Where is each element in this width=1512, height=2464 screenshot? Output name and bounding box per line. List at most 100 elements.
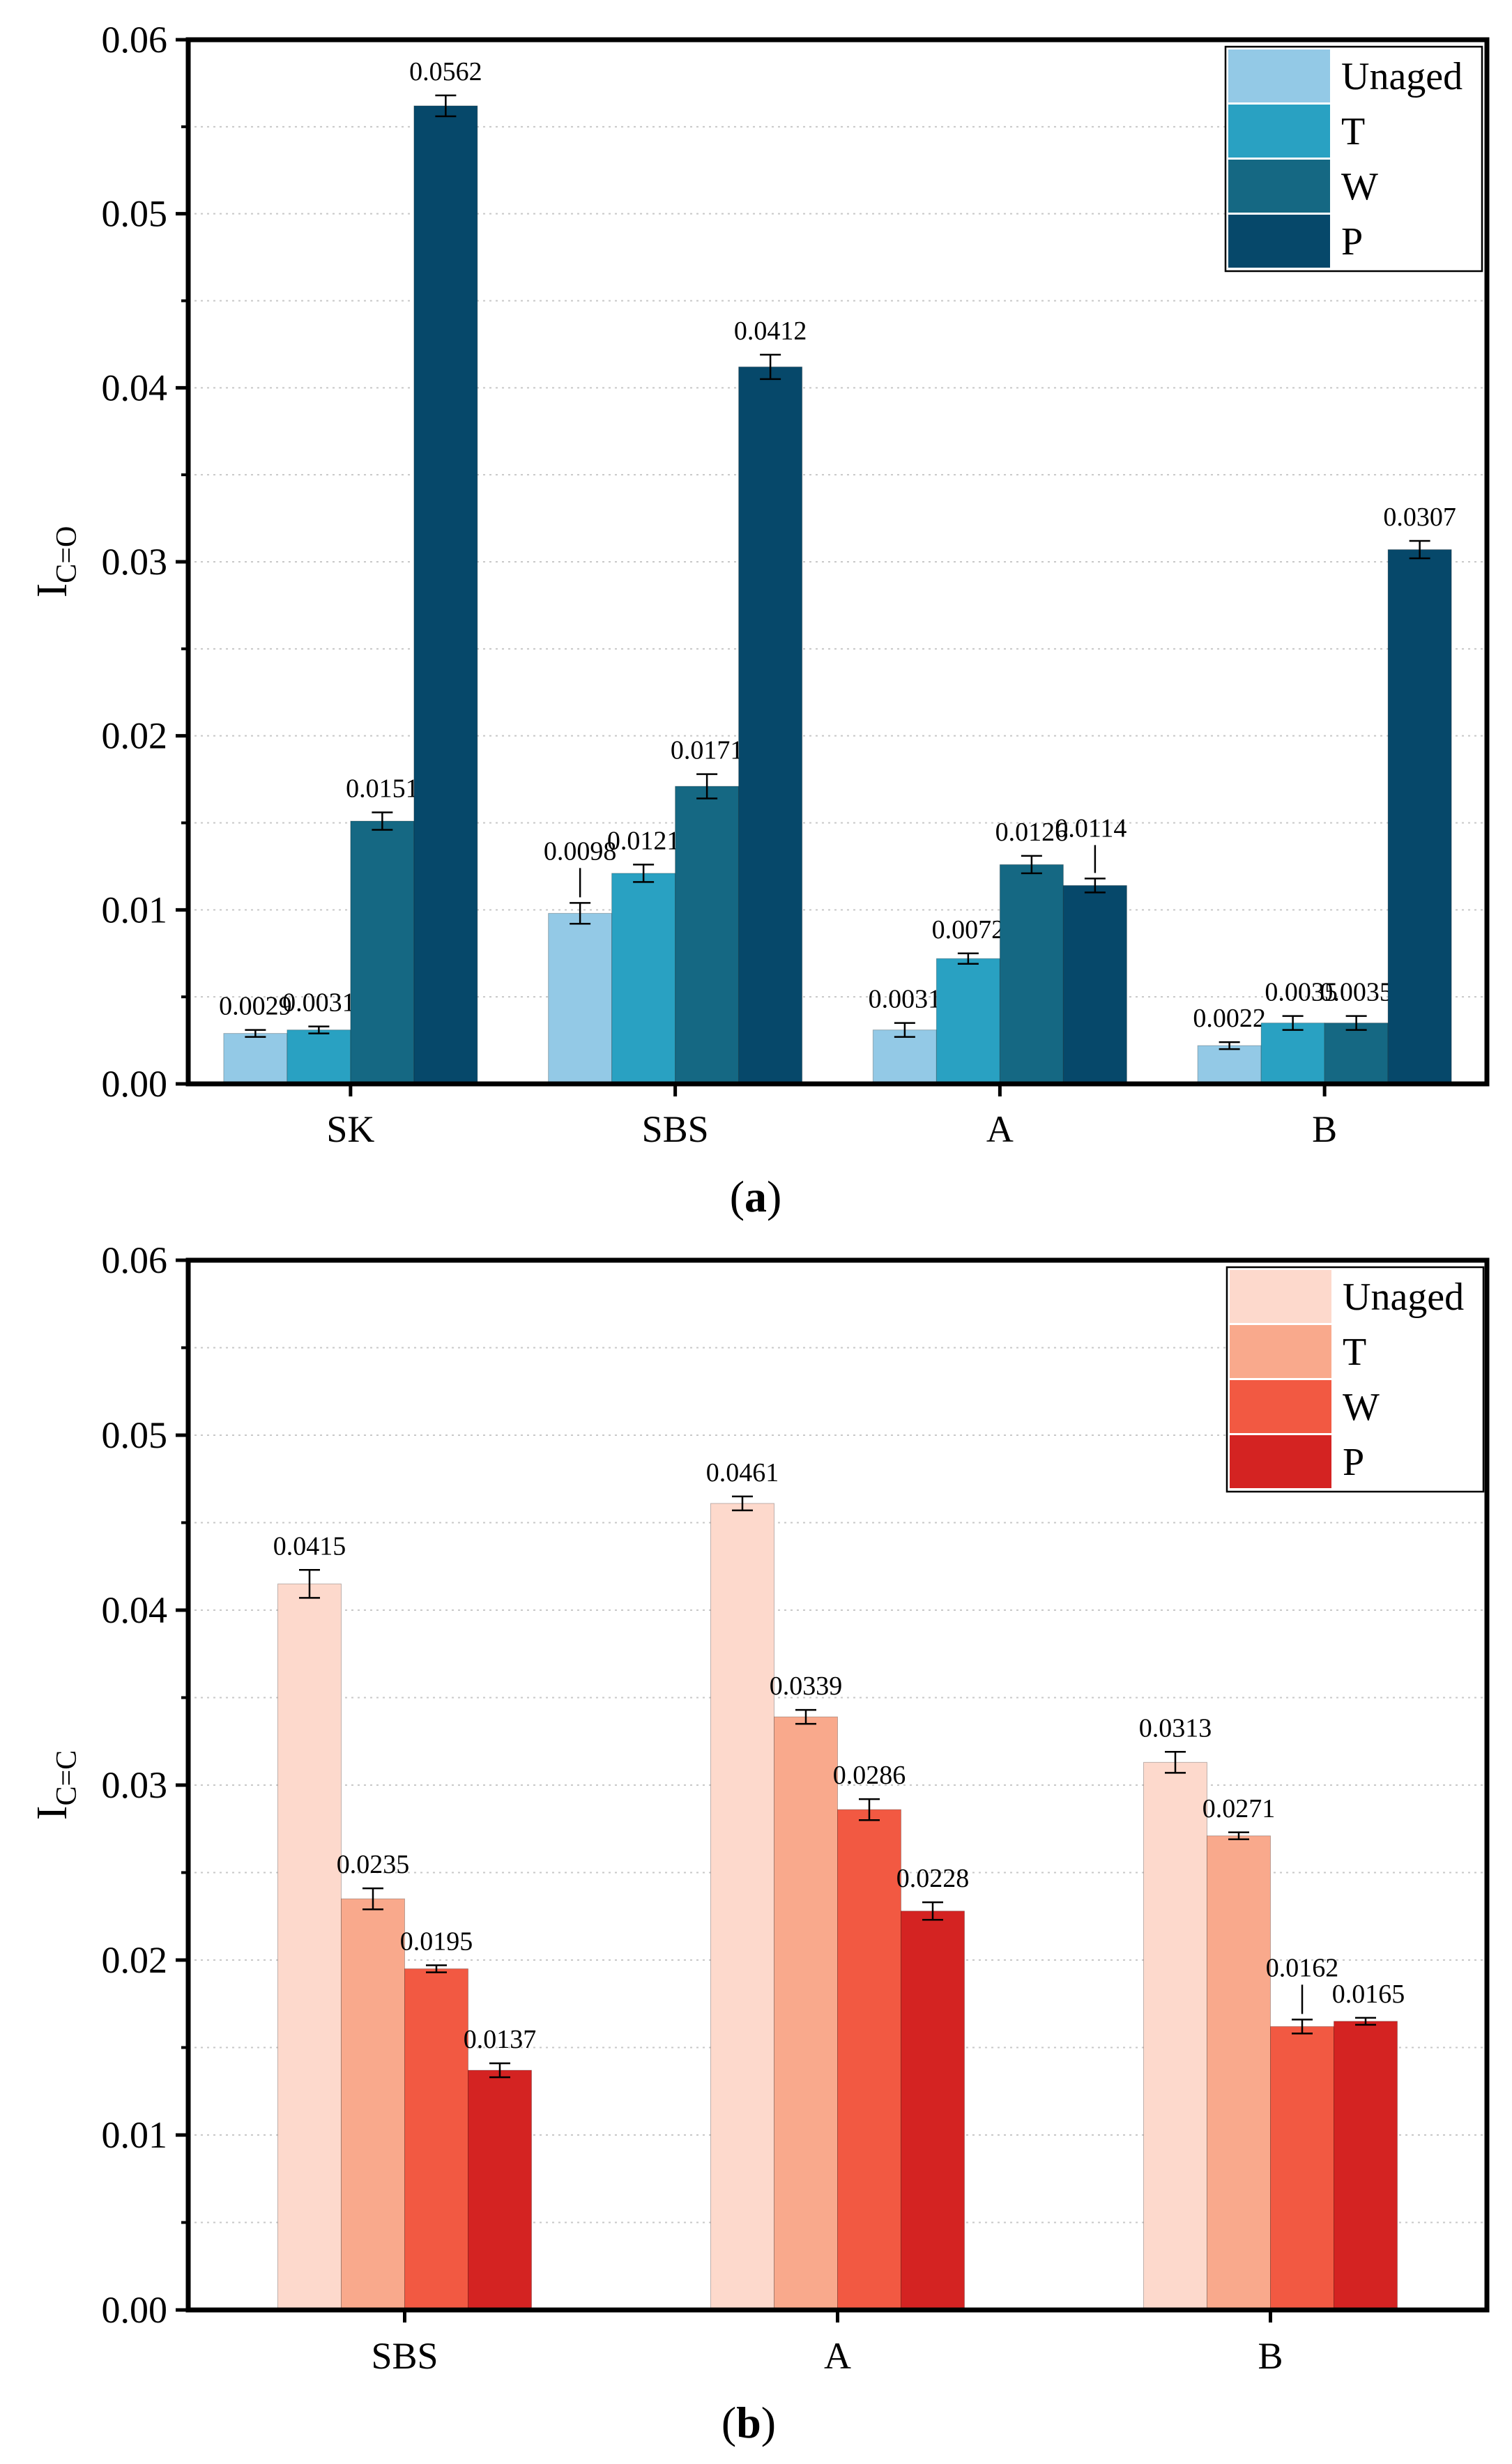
legend-swatch-unaged <box>1228 49 1330 102</box>
error-bar <box>299 1569 320 1599</box>
error-bar <box>1282 1015 1304 1031</box>
data-label: 0.0165 <box>1332 1980 1405 2009</box>
y-tick-label: 0.01 <box>102 889 168 931</box>
legend-label: W <box>1341 165 1378 208</box>
x-tick-label: SBS <box>642 1108 709 1150</box>
legend-label: T <box>1341 110 1365 153</box>
y-tick-label: 0.05 <box>102 1414 168 1456</box>
bar-sbs-w <box>675 786 740 1085</box>
data-label: 0.0035 <box>1320 978 1393 1007</box>
data-label: 0.0313 <box>1139 1713 1212 1743</box>
bar-sbs-unaged <box>277 1583 342 2311</box>
legend-swatch-p <box>1228 215 1330 268</box>
y-tick-label: 0.04 <box>102 367 168 408</box>
y-tick-label: 0.05 <box>102 193 168 235</box>
bar-b-unaged <box>1143 1761 1207 2311</box>
data-label: 0.0137 <box>464 2025 537 2054</box>
legend-label: P <box>1343 1441 1364 1484</box>
y-tick-label: 0.04 <box>102 1589 168 1631</box>
data-label: 0.0461 <box>706 1458 779 1487</box>
panel-label: (b) <box>721 2398 776 2447</box>
legend-swatch-w <box>1230 1380 1331 1433</box>
data-label: 0.0072 <box>932 915 1005 944</box>
error-bar <box>1084 878 1106 894</box>
legend: Unaged TWP <box>1225 1266 1485 1493</box>
bar-sk-unaged <box>223 1033 288 1085</box>
error-bar <box>760 353 781 381</box>
data-label: 0.0235 <box>337 1850 410 1879</box>
data-label: 0.0035 <box>1265 978 1338 1007</box>
panel-label: (a) <box>730 1172 782 1221</box>
legend: Unaged TWP <box>1224 45 1483 273</box>
bar-b-w <box>1270 2026 1334 2311</box>
data-label: 0.0031 <box>282 988 356 1018</box>
bar-sbs-p <box>468 2069 532 2311</box>
error-bar <box>633 864 655 883</box>
data-label: 0.0126 <box>995 818 1069 847</box>
bar-sbs-t <box>611 873 676 1085</box>
data-label: 0.0339 <box>770 1671 843 1701</box>
panel-b-chart: 0.0415 0.0461 0.0313 0.0235 0.0339 0.0271 0.01… <box>29 1239 1490 2447</box>
legend-swatch-t <box>1230 1325 1331 1378</box>
bar-a-p <box>901 1911 965 2311</box>
y-tick-label: 0.06 <box>102 19 168 61</box>
error-bar <box>922 1901 943 1921</box>
error-bar <box>245 1029 266 1038</box>
data-label: 0.0271 <box>1202 1794 1276 1823</box>
error-bar <box>1021 855 1042 875</box>
error-bar <box>1165 1751 1186 1774</box>
error-bar <box>894 1022 915 1038</box>
error-bar <box>795 1708 816 1725</box>
x-tick-label: SBS <box>371 2335 438 2377</box>
bar-sbs-t <box>341 1898 405 2311</box>
data-label: 0.0151 <box>346 774 419 804</box>
bar-sk-t <box>287 1030 351 1085</box>
data-label: 0.0412 <box>734 316 807 346</box>
bar-a-w <box>837 1809 901 2311</box>
plot-frame <box>185 37 1490 1087</box>
error-bar <box>372 811 393 831</box>
y-tick-label: 0.02 <box>102 715 168 757</box>
bar-sk-w <box>350 820 415 1085</box>
data-label: 0.0562 <box>409 57 482 86</box>
y-tick-label: 0.03 <box>102 1764 168 1806</box>
y-tick-label: 0.03 <box>102 541 168 583</box>
x-tick-label: B <box>1312 1108 1337 1150</box>
bar-b-p <box>1334 2021 1398 2311</box>
legend-swatch-t <box>1228 105 1330 158</box>
error-bar <box>426 1964 447 1973</box>
legend-label: P <box>1341 220 1363 263</box>
bar-b-p <box>1387 549 1452 1085</box>
bar-sbs-w <box>404 1968 468 2311</box>
bar-a-t <box>774 1716 838 2311</box>
error-bar <box>732 1495 753 1512</box>
legend-label: W <box>1343 1386 1380 1429</box>
error-bar <box>1355 2017 1376 2026</box>
error-bar <box>957 952 979 965</box>
data-label: 0.0121 <box>607 826 680 855</box>
error-bar <box>435 94 457 118</box>
error-bar <box>859 1798 880 1821</box>
y-tick-label: 0.00 <box>102 1063 168 1105</box>
y-tick-label: 0.06 <box>102 1239 168 1281</box>
bar-a-unaged <box>872 1030 937 1085</box>
y-axis-title: IC=O <box>29 526 83 598</box>
error-bar <box>1219 1041 1240 1050</box>
bar-a-unaged <box>710 1503 774 2311</box>
legend-label: T <box>1343 1331 1366 1374</box>
bar-a-t <box>936 958 1000 1085</box>
data-label: 0.0022 <box>1193 1004 1266 1033</box>
y-tick-label: 0.01 <box>102 2114 168 2156</box>
y-tick-label: 0.02 <box>102 1939 168 1981</box>
y-axis-title: IC=C <box>29 1750 83 1820</box>
error-bar <box>362 1887 383 1911</box>
error-bar <box>570 902 591 925</box>
data-label: 0.0307 <box>1383 503 1456 532</box>
x-tick-label: A <box>986 1108 1014 1150</box>
x-tick-label: A <box>824 2335 851 2377</box>
y-tick-label: 0.00 <box>102 2289 168 2331</box>
legend-label: Unaged <box>1341 55 1463 98</box>
data-label: 0.0228 <box>896 1864 970 1893</box>
error-bar <box>696 773 718 799</box>
